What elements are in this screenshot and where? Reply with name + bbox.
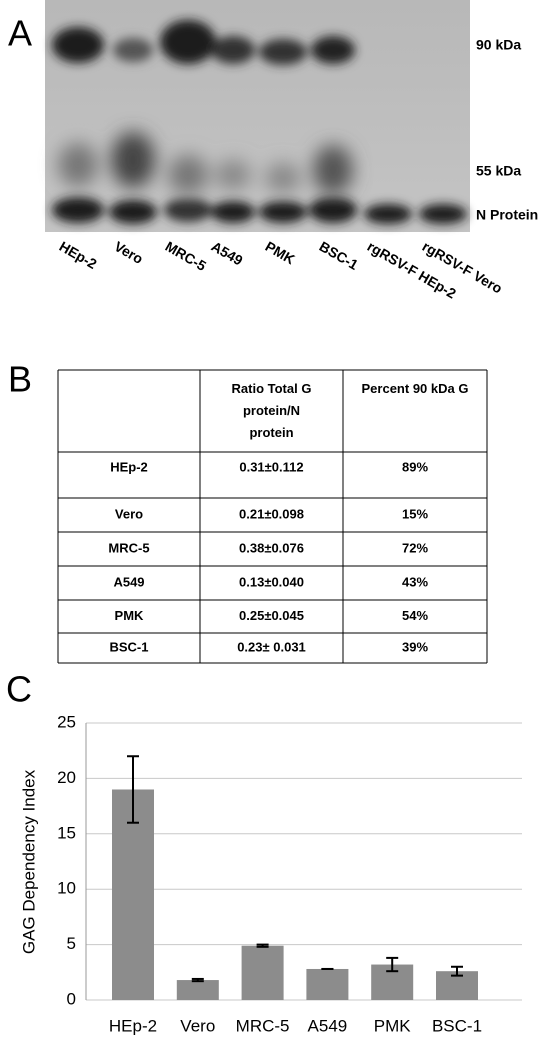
table-cell: Vero xyxy=(115,506,143,521)
y-tick-label: 5 xyxy=(67,934,76,953)
table-cell: 39% xyxy=(402,639,428,654)
x-tick-label: Vero xyxy=(180,1016,215,1035)
panel-letter: A xyxy=(8,13,32,54)
table-cell: 72% xyxy=(402,540,428,555)
bar xyxy=(242,946,284,1000)
y-tick-label: 20 xyxy=(57,768,76,787)
marker-label: 90 kDa xyxy=(476,37,521,53)
lane-label: PMK xyxy=(263,238,298,267)
lane-label: Vero xyxy=(112,238,146,267)
x-tick-label: PMK xyxy=(374,1016,412,1035)
table-header: Percent 90 kDa G xyxy=(362,381,469,396)
blot-image xyxy=(45,0,470,232)
panel-letter: B xyxy=(8,359,32,400)
table-cell: HEp-2 xyxy=(110,459,148,474)
bar xyxy=(177,980,219,1000)
y-tick-label: 0 xyxy=(67,989,76,1008)
x-tick-label: A549 xyxy=(308,1016,348,1035)
x-tick-label: MRC-5 xyxy=(236,1016,290,1035)
table-cell: BSC-1 xyxy=(109,639,148,654)
table-cell: 43% xyxy=(402,574,428,589)
figure: A 90 kDa 55 kDa N Protein B C GAG Depend… xyxy=(0,0,556,1043)
x-tick-label: BSC-1 xyxy=(432,1016,482,1035)
lane-label: A549 xyxy=(209,238,246,269)
table-cell: MRC-5 xyxy=(108,540,149,555)
table-cell: 0.38±0.076 xyxy=(239,540,304,555)
y-axis-label: GAG Dependency Index xyxy=(19,769,38,954)
table-cell: 0.13±0.040 xyxy=(239,574,304,589)
table-cell: 0.21±0.098 xyxy=(239,506,304,521)
bar xyxy=(306,969,348,1000)
lane-label: HEp-2 xyxy=(57,238,100,272)
table-cell: 15% xyxy=(402,506,428,521)
table-cell: 0.31±0.112 xyxy=(239,459,303,474)
y-tick-label: 10 xyxy=(57,879,76,898)
lane-label: BSC-1 xyxy=(317,238,362,273)
marker-label: N Protein xyxy=(476,207,538,223)
table-cell: A549 xyxy=(113,574,144,589)
lane-label: MRC-5 xyxy=(163,238,210,274)
y-tick-label: 15 xyxy=(57,823,76,842)
panel-letter: C xyxy=(6,669,32,710)
marker-label: 55 kDa xyxy=(476,163,521,179)
y-tick-label: 25 xyxy=(57,712,76,731)
table-cell: 89% xyxy=(402,459,428,474)
table-cell: 54% xyxy=(402,608,428,623)
table-cell: 0.25±0.045 xyxy=(239,608,304,623)
table-cell: 0.23± 0.031 xyxy=(237,639,306,654)
x-tick-label: HEp-2 xyxy=(109,1016,157,1035)
table-cell: PMK xyxy=(115,608,145,623)
